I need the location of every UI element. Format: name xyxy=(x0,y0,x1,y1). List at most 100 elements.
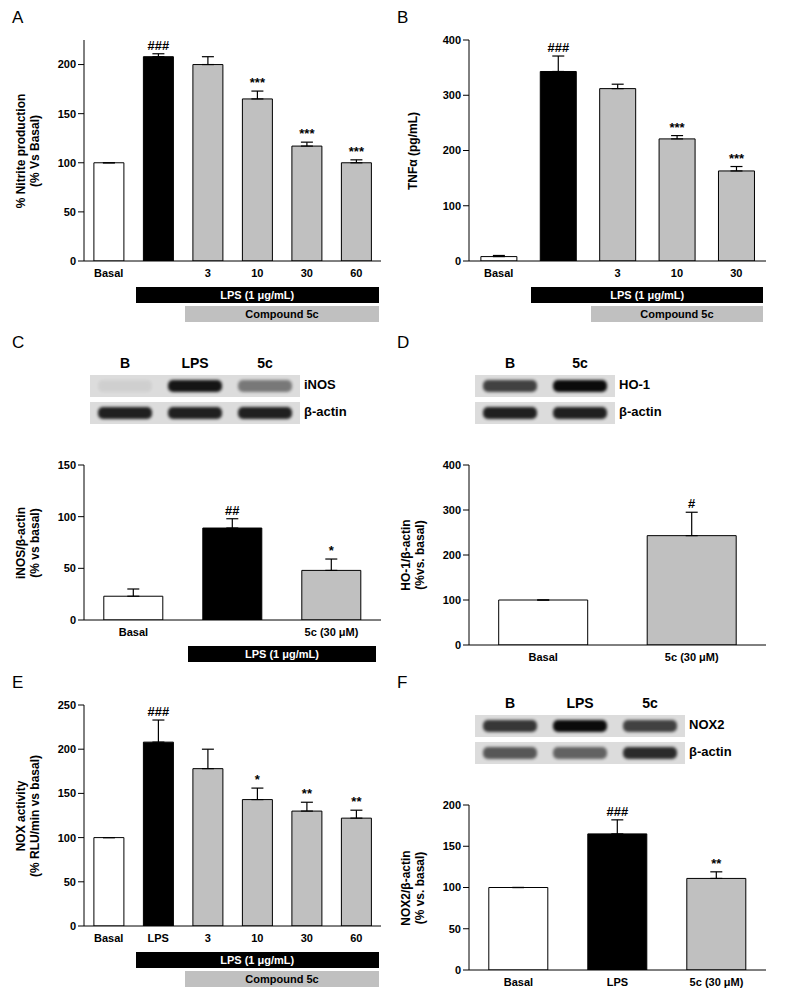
svg-text:###: ### xyxy=(547,40,569,55)
svg-text:5c (30 μM): 5c (30 μM) xyxy=(690,976,744,988)
svg-text:100: 100 xyxy=(58,832,76,844)
svg-text:50: 50 xyxy=(64,876,76,888)
svg-text:50: 50 xyxy=(64,562,76,574)
svg-text:Basal: Basal xyxy=(119,626,148,638)
html-text:NOX2/β-actin: NOX2/β-actin xyxy=(399,849,413,926)
svg-text:150: 150 xyxy=(58,108,76,120)
svg-text:5c (30 μM): 5c (30 μM) xyxy=(665,651,719,663)
html-text:iNOS/β-actin: iNOS/β-actin xyxy=(14,506,28,579)
html-text:5c: 5c xyxy=(642,695,658,711)
svg-text:30: 30 xyxy=(730,267,742,279)
html-text:% Nitrite production: % Nitrite production xyxy=(14,93,28,208)
svg-text:100: 100 xyxy=(58,157,76,169)
svg-text:**: ** xyxy=(351,794,362,809)
svg-text:150: 150 xyxy=(58,787,76,799)
svg-text:150: 150 xyxy=(443,840,461,852)
html-text:(% Vs Basal): (% Vs Basal) xyxy=(28,114,42,187)
svg-text:0: 0 xyxy=(70,255,76,267)
html-text:A: A xyxy=(12,8,24,27)
html-text:Compound 5c: Compound 5c xyxy=(245,308,319,320)
svg-text:Basal: Basal xyxy=(94,932,123,944)
svg-text:**: ** xyxy=(302,786,313,801)
html-text:(% vs. basal): (% vs. basal) xyxy=(413,851,427,924)
svg-text:400: 400 xyxy=(443,34,461,46)
svg-text:60: 60 xyxy=(350,932,362,944)
html-text:LPS (1 μg/mL): LPS (1 μg/mL) xyxy=(245,648,319,660)
svg-text:0: 0 xyxy=(70,614,76,626)
svg-text:100: 100 xyxy=(443,881,461,893)
svg-text:10: 10 xyxy=(251,267,263,279)
html-text:5c: 5c xyxy=(572,355,588,371)
svg-text:100: 100 xyxy=(443,200,461,212)
svg-text:10: 10 xyxy=(671,267,683,279)
svg-text:150: 150 xyxy=(58,459,76,471)
html-text:NOX2: NOX2 xyxy=(689,717,725,732)
svg-text:200: 200 xyxy=(443,799,461,811)
html-text:β-actin: β-actin xyxy=(619,404,662,419)
svg-text:###: ### xyxy=(606,804,628,819)
svg-text:**: ** xyxy=(711,856,722,871)
svg-text:10: 10 xyxy=(251,932,263,944)
html-text:LPS (1 μg/mL): LPS (1 μg/mL) xyxy=(610,289,685,301)
svg-text:250: 250 xyxy=(58,699,76,711)
svg-text:0: 0 xyxy=(455,964,461,976)
svg-text:Basal: Basal xyxy=(504,976,533,988)
svg-text:3: 3 xyxy=(205,267,211,279)
svg-text:***: *** xyxy=(729,151,745,166)
html-text:5c: 5c xyxy=(257,355,273,371)
svg-text:200: 200 xyxy=(58,743,76,755)
svg-text:30: 30 xyxy=(301,267,313,279)
svg-text:0: 0 xyxy=(70,920,76,932)
html-text:HO-1/β-actin: HO-1/β-actin xyxy=(399,519,413,591)
html-text:(% RLU/min vs basal): (% RLU/min vs basal) xyxy=(28,754,42,877)
html-text:β-actin: β-actin xyxy=(689,744,732,759)
svg-text:100: 100 xyxy=(58,511,76,523)
svg-text:***: *** xyxy=(349,144,365,159)
svg-text:3: 3 xyxy=(614,267,620,279)
html-text:B: B xyxy=(119,355,131,371)
html-text:(% vs basal): (% vs basal) xyxy=(28,507,42,578)
svg-text:3: 3 xyxy=(205,932,211,944)
svg-text:*: * xyxy=(255,772,261,787)
svg-text:***: *** xyxy=(250,75,266,90)
svg-text:60: 60 xyxy=(350,267,362,279)
svg-text:###: ### xyxy=(148,704,170,719)
svg-text:0: 0 xyxy=(455,639,461,651)
svg-text:Basal: Basal xyxy=(484,267,513,279)
html-text:LPS (1 μg/mL): LPS (1 μg/mL) xyxy=(220,289,295,301)
svg-text:200: 200 xyxy=(443,549,461,561)
svg-text:200: 200 xyxy=(58,58,76,70)
svg-text:200: 200 xyxy=(443,144,461,156)
html-text:(%vs. basal): (%vs. basal) xyxy=(413,520,427,590)
html-text:C: C xyxy=(12,333,25,352)
svg-text:5c (30 μM): 5c (30 μM) xyxy=(305,626,359,638)
svg-text:0: 0 xyxy=(455,255,461,267)
html-text:β-actin: β-actin xyxy=(304,404,347,419)
svg-text:LPS: LPS xyxy=(148,932,169,944)
svg-text:Basal: Basal xyxy=(94,267,123,279)
svg-text:***: *** xyxy=(669,120,685,135)
svg-text:300: 300 xyxy=(443,504,461,516)
html-text:iNOS: iNOS xyxy=(304,377,336,392)
svg-text:30: 30 xyxy=(301,932,313,944)
html-text:B: B xyxy=(397,8,409,27)
html-text:TNFα (pg/mL): TNFα (pg/mL) xyxy=(406,111,420,190)
html-text:LPS: LPS xyxy=(181,355,209,371)
html-text:Compound 5c: Compound 5c xyxy=(640,308,714,320)
svg-text:#: # xyxy=(688,496,696,511)
svg-text:400: 400 xyxy=(443,459,461,471)
svg-text:Basal: Basal xyxy=(529,651,558,663)
html-text:LPS: LPS xyxy=(566,695,594,711)
html-text:NOX activity: NOX activity xyxy=(14,780,28,851)
svg-text:50: 50 xyxy=(64,206,76,218)
html-text:D: D xyxy=(397,333,410,352)
svg-text:100: 100 xyxy=(443,594,461,606)
svg-text:###: ### xyxy=(148,38,170,53)
svg-text:300: 300 xyxy=(443,89,461,101)
svg-text:##: ## xyxy=(225,503,240,518)
svg-text:*: * xyxy=(329,543,335,558)
svg-text:***: *** xyxy=(299,126,315,141)
svg-text:LPS: LPS xyxy=(607,976,628,988)
svg-text:50: 50 xyxy=(449,923,461,935)
html-text:HO-1: HO-1 xyxy=(619,377,651,392)
